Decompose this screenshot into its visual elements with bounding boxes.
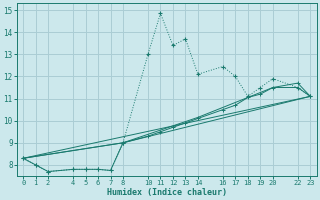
X-axis label: Humidex (Indice chaleur): Humidex (Indice chaleur) <box>107 188 227 197</box>
